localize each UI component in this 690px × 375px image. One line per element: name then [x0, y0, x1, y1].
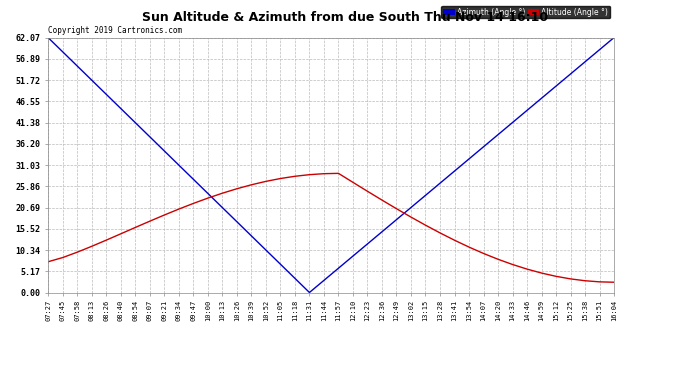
Text: Sun Altitude & Azimuth from due South Thu Nov 14 16:10: Sun Altitude & Azimuth from due South Th… [142, 11, 548, 24]
Legend: Azimuth (Angle °), Altitude (Angle °): Azimuth (Angle °), Altitude (Angle °) [442, 6, 610, 18]
Text: Copyright 2019 Cartronics.com: Copyright 2019 Cartronics.com [48, 26, 182, 35]
